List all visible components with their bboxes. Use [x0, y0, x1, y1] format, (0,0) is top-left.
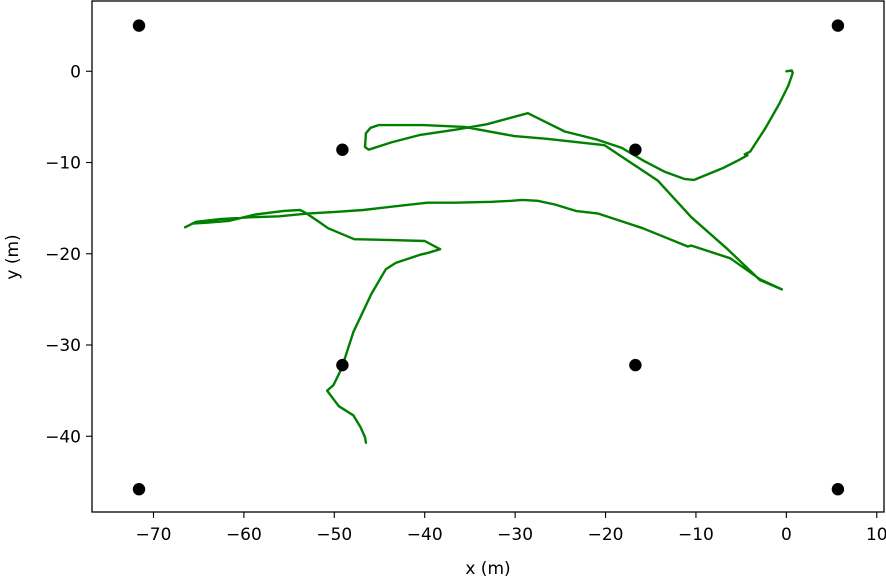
scatter-point	[629, 358, 642, 372]
x-axis-ticks: −70 −60 −50 −40 −30 −20 −10 0 10	[136, 512, 886, 545]
scatter-point	[336, 358, 349, 372]
scatter-point	[132, 483, 146, 496]
x-tick-label: −20	[588, 525, 624, 545]
x-tick-label: −60	[226, 525, 262, 545]
plot-background	[92, 1, 884, 512]
scatter-point	[831, 19, 845, 32]
y-tick-label: 0	[70, 62, 81, 82]
y-axis-ticks: 0 −10 −20 −30 −40	[45, 62, 92, 447]
x-tick-label: −10	[678, 525, 714, 545]
x-tick-label: −30	[497, 525, 533, 545]
y-axis-label: y (m)	[3, 234, 23, 279]
plot-frame	[91, 0, 885, 513]
x-tick-label: −50	[316, 525, 352, 545]
trajectory-line	[183, 69, 794, 444]
scatter-point	[831, 483, 845, 496]
y-tick-label: −40	[45, 427, 81, 447]
scatter-point	[132, 19, 146, 32]
y-tick-label: −20	[45, 245, 81, 265]
x-tick-label: 0	[781, 525, 792, 545]
x-axis-label: x (m)	[465, 559, 510, 578]
y-tick-label: −10	[45, 154, 81, 174]
series-layer	[132, 19, 845, 496]
x-tick-label: −40	[407, 525, 443, 545]
scatter-point	[336, 143, 349, 156]
scatter-point	[629, 143, 642, 156]
y-tick-label: −30	[45, 336, 81, 356]
x-tick-label: 10	[866, 525, 886, 545]
x-tick-label: −70	[136, 525, 172, 545]
